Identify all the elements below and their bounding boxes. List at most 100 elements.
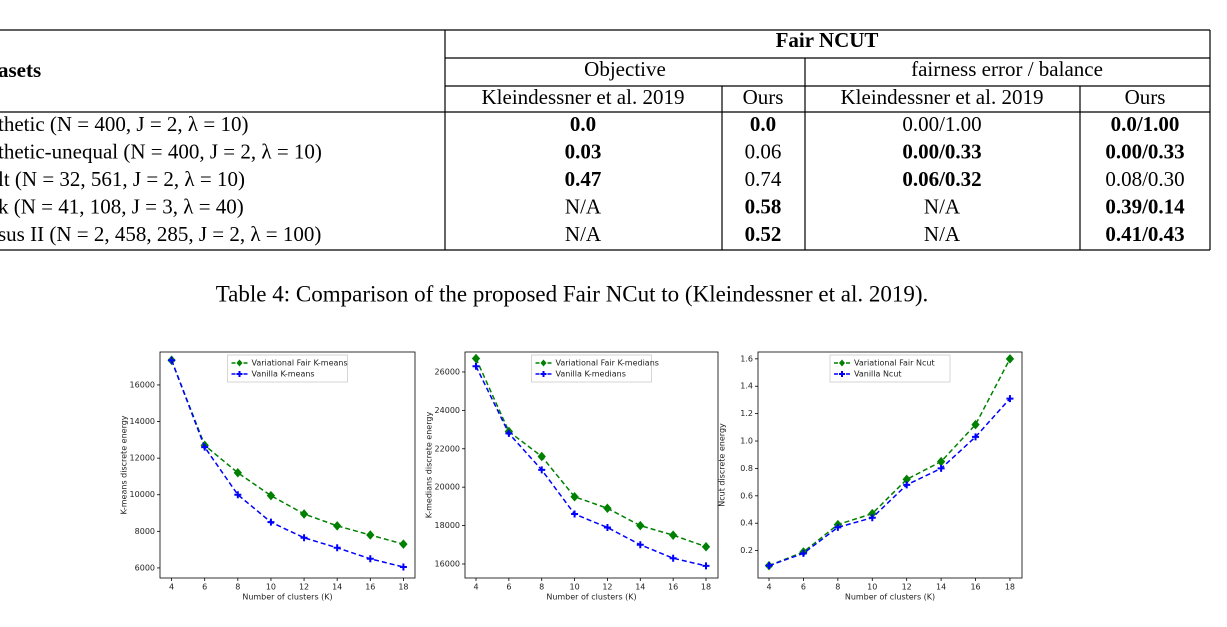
y-tick-label: 10000	[130, 490, 155, 499]
y-tick-label: 0.8	[740, 464, 753, 473]
point	[201, 443, 209, 451]
point	[505, 429, 513, 437]
table-header: Ours	[743, 85, 784, 109]
legend-label: Variational Fair Ncut	[854, 359, 935, 368]
table-header: Kleindessner et al. 2019	[841, 85, 1044, 109]
x-tick-label: 10	[569, 583, 579, 592]
table-cell: 0.00/0.33	[902, 139, 981, 163]
table-header: Kleindessner et al. 2019	[482, 85, 685, 109]
dataset-name: thetic-unequal (N = 400, J = 2, λ = 10)	[0, 139, 322, 163]
series-line	[475, 358, 707, 548]
x-tick-label: 12	[902, 583, 912, 592]
y-tick-label: 12000	[130, 454, 155, 463]
x-tick-label: 16	[970, 583, 980, 592]
series-line	[475, 365, 707, 567]
table-cell: 0.0	[750, 112, 776, 136]
y-tick-label: 8000	[135, 527, 155, 536]
dataset-name: sus II (N = 2, 458, 285, J = 2, λ = 100)	[0, 222, 321, 246]
y-axis-label: Ncut discrete energy	[718, 423, 727, 507]
point	[299, 509, 309, 519]
x-tick-label: 18	[701, 583, 711, 592]
table-cell: 0.08/0.30	[1105, 167, 1184, 191]
point	[702, 562, 710, 570]
legend-label: Variational Fair K-means	[252, 359, 348, 368]
y-tick-label: 20000	[435, 483, 460, 492]
y-axis-label: K-medians discrete energy	[425, 412, 434, 519]
dataset-name: k (N = 41, 108, J = 3, λ = 40)	[0, 195, 244, 219]
y-tick-label: 6000	[135, 563, 155, 572]
point	[266, 490, 276, 501]
x-tick-label: 8	[539, 583, 544, 592]
point	[300, 534, 308, 542]
table-cell: 0.41/0.43	[1105, 222, 1184, 246]
table-cell: 0.39/0.14	[1105, 195, 1185, 219]
point	[471, 353, 481, 364]
table-cell: 0.47	[565, 167, 602, 191]
y-tick-label: 0.4	[740, 519, 753, 528]
x-tick-label: 14	[635, 583, 645, 592]
table-cell: N/A	[565, 222, 602, 246]
x-tick-label: 10	[266, 583, 276, 592]
legend-marker	[839, 371, 845, 377]
x-axis-label: Number of clusters (K)	[546, 593, 636, 602]
table-rules	[0, 29, 1211, 251]
table-header: Fair NCUT	[776, 28, 879, 52]
legend-marker	[236, 371, 243, 377]
table-cell: N/A	[924, 222, 961, 246]
point	[972, 433, 980, 441]
y-tick-label: 1.6	[740, 354, 753, 363]
table-cell: N/A	[565, 195, 602, 219]
point	[834, 523, 842, 531]
dataset-name: thetic (N = 400, J = 2, λ = 10)	[0, 112, 248, 136]
table-cell: 0.03	[565, 139, 602, 163]
table-header: asets	[0, 58, 41, 82]
point	[571, 510, 579, 518]
y-tick-label: 1.4	[740, 382, 753, 391]
x-axis-label: Number of clusters (K)	[242, 593, 332, 602]
x-tick-label: 6	[801, 583, 806, 592]
point	[701, 541, 711, 552]
x-tick-label: 4	[766, 583, 771, 592]
legend-label: Vanilla K-medians	[556, 370, 626, 379]
x-tick-label: 8	[235, 583, 240, 592]
point	[399, 563, 407, 571]
legend-frame	[531, 354, 652, 383]
x-tick-label: 14	[936, 583, 946, 592]
legend-marker	[839, 359, 845, 367]
point	[537, 451, 546, 462]
legend-marker	[540, 359, 547, 367]
x-tick-label: 18	[398, 583, 408, 592]
point	[1006, 395, 1014, 403]
series-line	[768, 398, 1011, 567]
table-header: Ours	[1125, 85, 1166, 109]
point	[971, 419, 980, 430]
point	[903, 481, 911, 489]
x-tick-label: 4	[473, 583, 478, 592]
x-tick-label: 18	[1005, 583, 1015, 592]
y-tick-label: 14000	[130, 417, 155, 426]
y-tick-label: 1.0	[740, 437, 753, 446]
table-cell: 0.0	[570, 112, 596, 136]
legend-frame	[829, 354, 951, 383]
y-tick-label: 26000	[435, 367, 460, 376]
x-tick-label: 6	[506, 583, 511, 592]
y-tick-label: 22000	[435, 444, 460, 453]
point	[603, 524, 611, 531]
legend-frame	[227, 354, 348, 383]
x-tick-label: 10	[867, 583, 877, 592]
point	[669, 554, 677, 562]
point	[233, 468, 242, 478]
point	[267, 518, 275, 526]
y-tick-label: 16000	[130, 380, 155, 389]
point	[636, 541, 644, 549]
point	[333, 521, 342, 531]
x-tick-label: 14	[332, 583, 342, 592]
point	[234, 491, 242, 499]
point	[799, 549, 807, 557]
series-line	[170, 359, 404, 568]
table-cell: 0.0/1.00	[1111, 112, 1180, 136]
y-axis-label: K-means discrete energy	[120, 415, 129, 514]
point	[603, 503, 612, 514]
x-tick-label: 8	[835, 583, 840, 592]
legend-label: Vanilla K-means	[252, 370, 315, 379]
